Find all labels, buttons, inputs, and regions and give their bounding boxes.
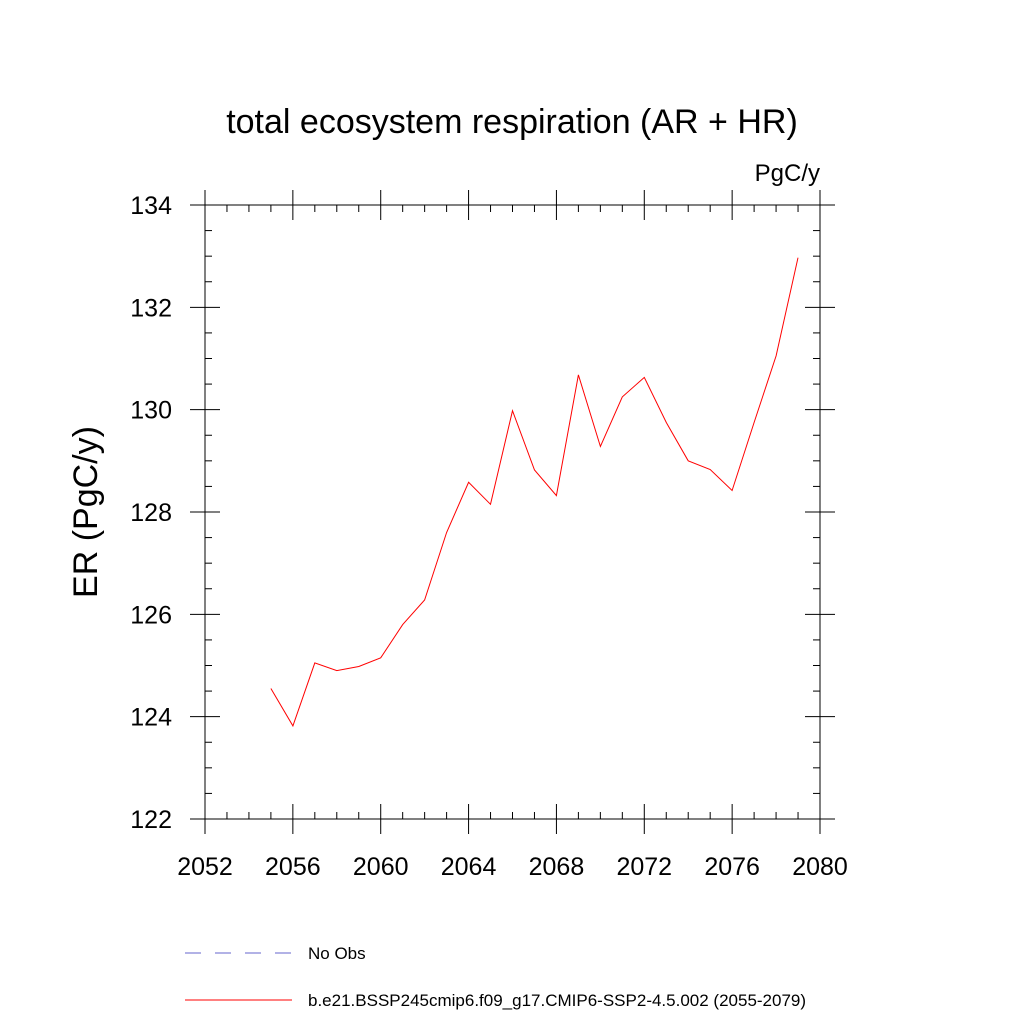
plot-frame bbox=[204, 204, 821, 820]
y-tick-label: 128 bbox=[130, 499, 172, 527]
y-tick-label: 126 bbox=[130, 601, 172, 629]
axis-ticks bbox=[190, 190, 835, 834]
legend: No Obs b.e21.BSSP245cmip6.f09_g17.CMIP6-… bbox=[185, 944, 806, 1010]
x-tick-label: 2064 bbox=[441, 853, 497, 881]
y-axis-label: ER (PgC/y) bbox=[67, 426, 105, 598]
y-tick-label: 134 bbox=[130, 192, 172, 220]
x-tick-label: 2068 bbox=[529, 853, 585, 881]
y-tick-labels: 122 124 126 128 130 132 134 bbox=[130, 192, 172, 834]
x-tick-label: 2060 bbox=[353, 853, 409, 881]
x-tick-labels: 2052 2056 2060 2064 2068 2072 2076 2080 bbox=[177, 853, 848, 881]
chart-title: total ecosystem respiration (AR + HR) bbox=[226, 103, 798, 141]
x-tick-label: 2076 bbox=[704, 853, 760, 881]
x-tick-label: 2052 bbox=[177, 853, 233, 881]
x-tick-label: 2056 bbox=[265, 853, 321, 881]
y-tick-label: 124 bbox=[130, 704, 172, 732]
series-line-model bbox=[270, 257, 799, 728]
series-layer bbox=[270, 257, 799, 728]
y-tick-label: 130 bbox=[130, 397, 172, 425]
units-label: PgC/y bbox=[755, 160, 820, 187]
legend-label-model: b.e21.BSSP245cmip6.f09_g17.CMIP6-SSP2-4.… bbox=[308, 991, 806, 1010]
x-tick-label: 2072 bbox=[616, 853, 672, 881]
x-tick-label: 2080 bbox=[792, 853, 848, 881]
y-tick-label: 132 bbox=[130, 294, 172, 322]
legend-label-no-obs: No Obs bbox=[308, 944, 366, 963]
y-tick-label: 122 bbox=[130, 806, 172, 834]
